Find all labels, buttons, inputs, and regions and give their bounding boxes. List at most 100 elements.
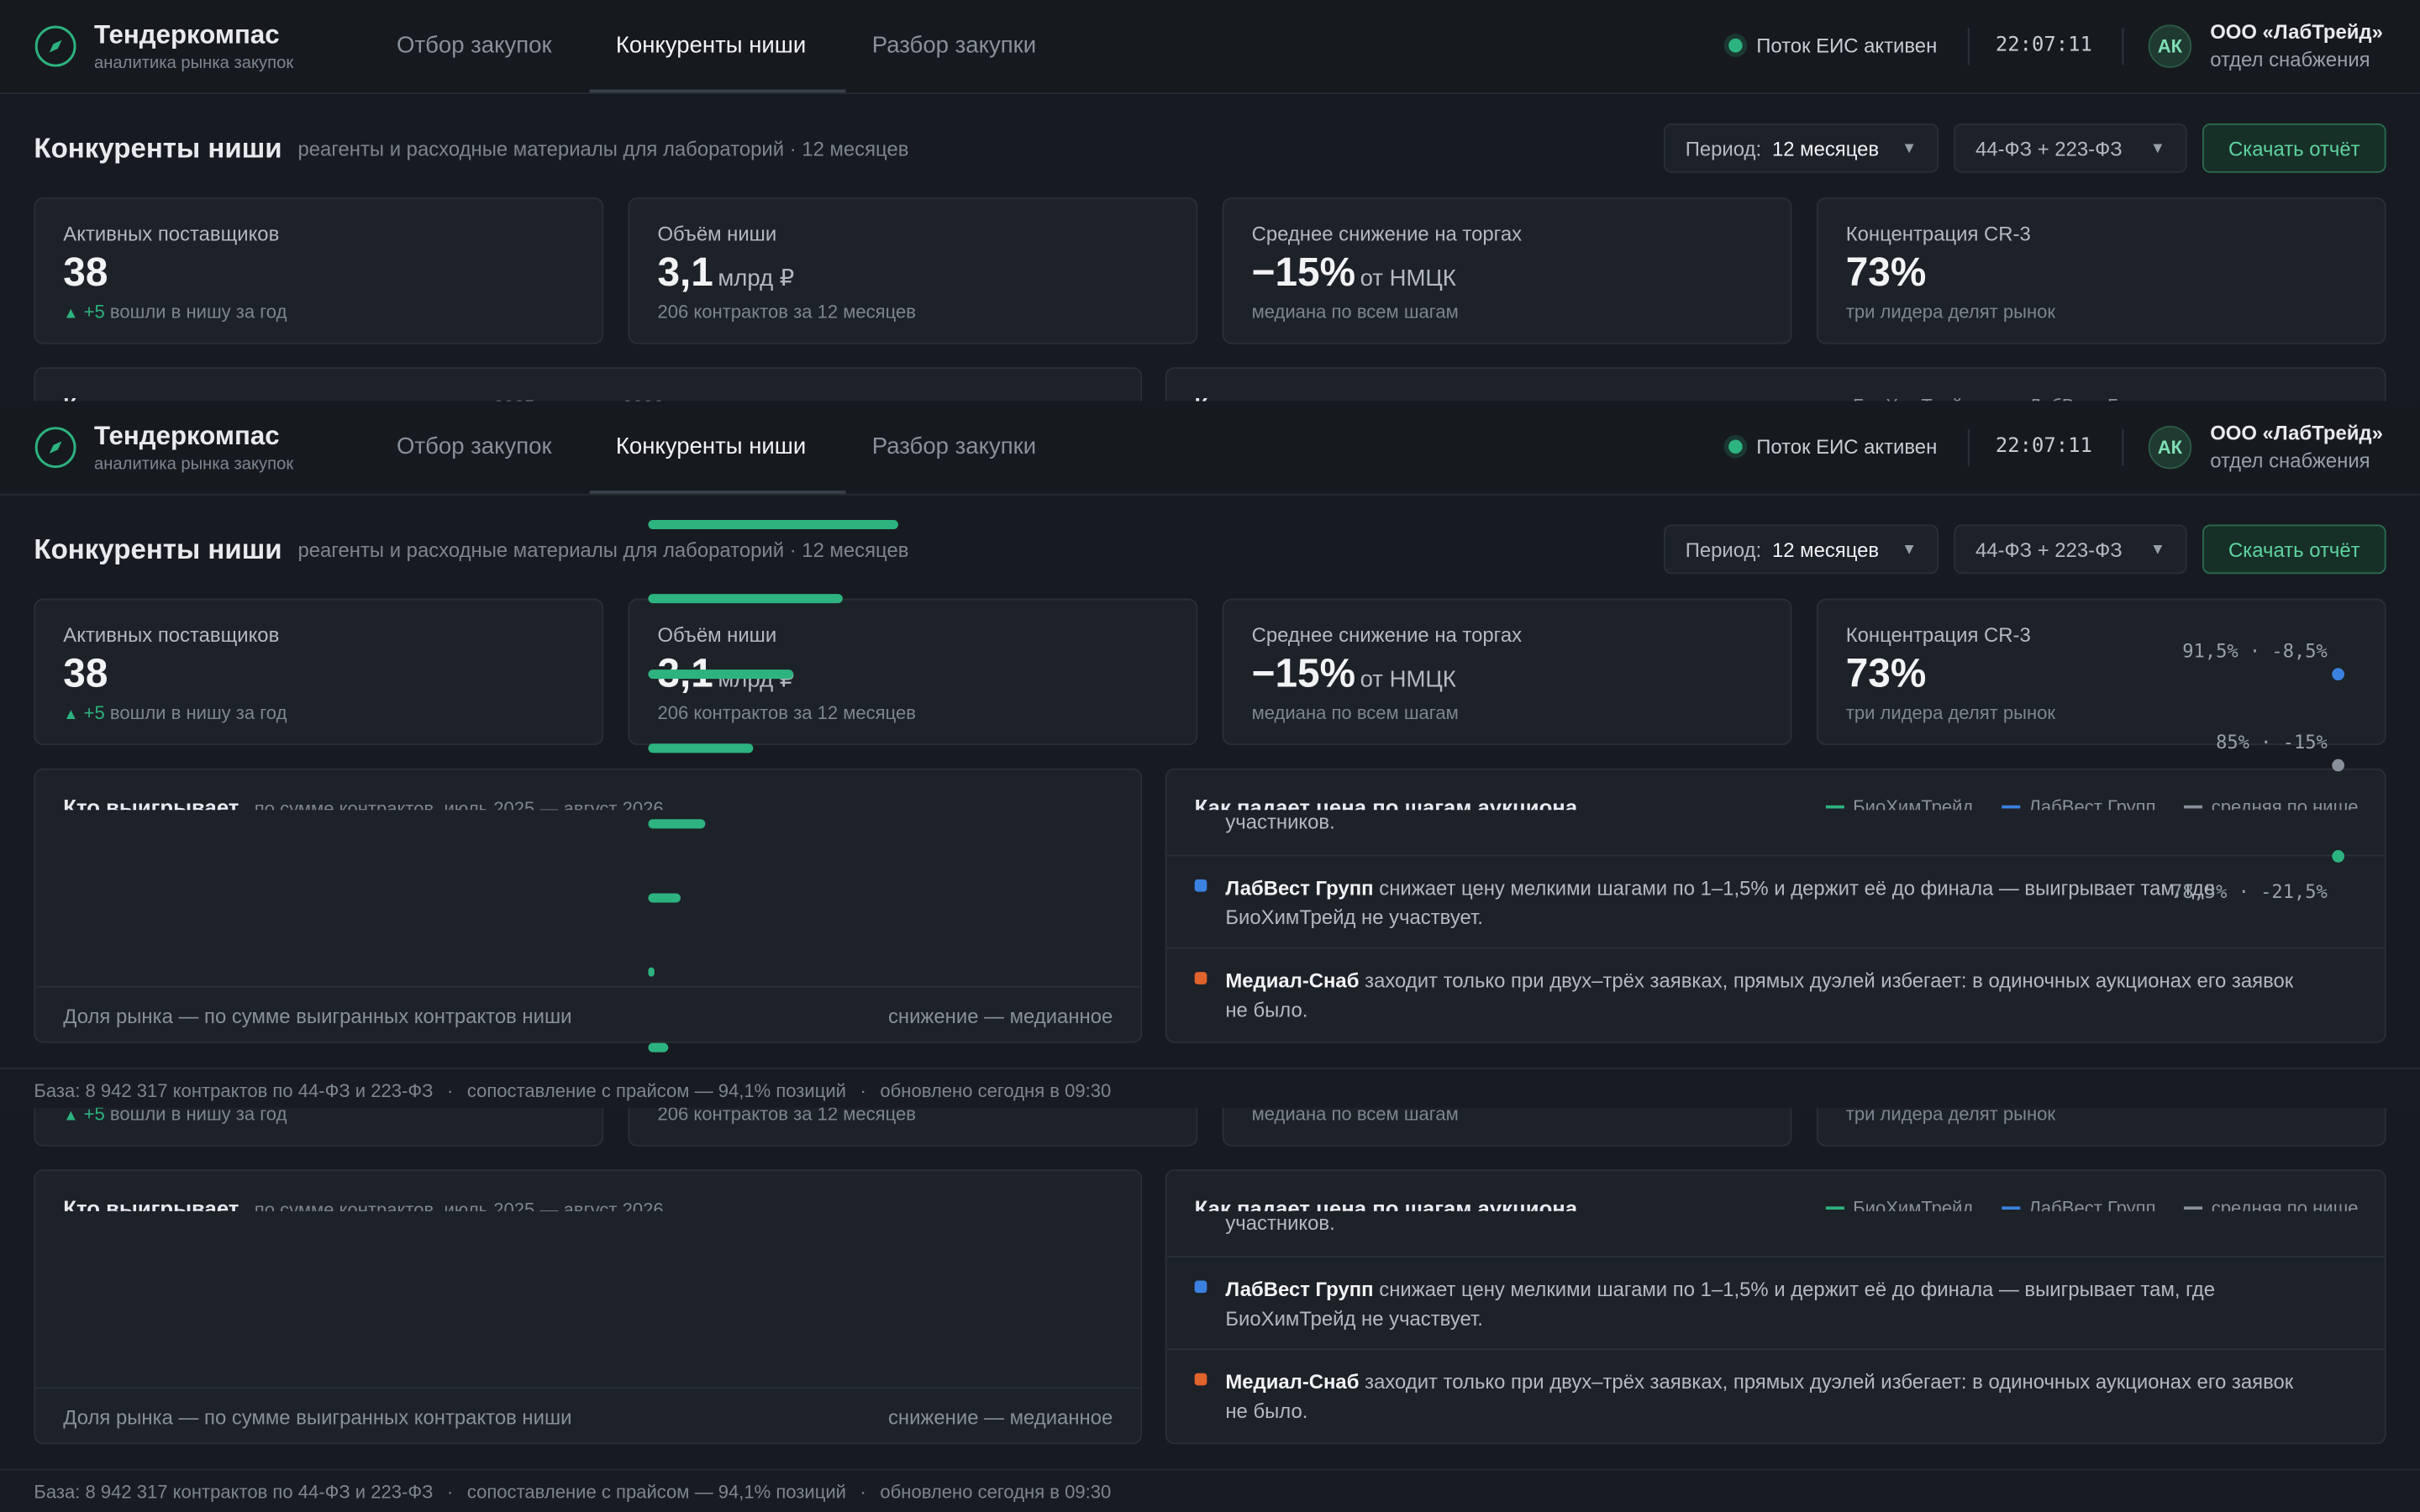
law-select[interactable]: 44-ФЗ + 223-ФЗ ▼ <box>1954 123 2187 173</box>
share-bar <box>648 818 705 828</box>
period-select[interactable]: Период: 12 месяцев ▼ <box>1663 524 1939 575</box>
caret: ▼ <box>1902 139 1918 157</box>
legend-item: ЛабВест Групп <box>2001 395 2155 401</box>
kpi-card: Среднее снижение на торгах−15%от НМЦКмед… <box>1222 1107 1792 1147</box>
kpi-sub-row: 206 контрактов за 12 месяцев <box>657 301 916 323</box>
kpi-label: Концентрация CR-3 <box>1845 623 2031 647</box>
kpi-sub: вошли в нишу за год <box>109 1107 287 1125</box>
org: ООО «ЛабТрейд» <box>2210 19 2383 44</box>
card-header-clip: Кто выигрывает по сумме контрактов, июль … <box>35 1171 1140 1211</box>
nav-item[interactable]: Отбор закупок <box>397 32 552 59</box>
kpi-value: −15% <box>1251 649 1356 696</box>
kpi-sub: 206 контрактов за 12 месяцев <box>657 701 916 724</box>
list-item: ЛабВест Групп снижает цену мелкими шагам… <box>1225 874 2306 932</box>
list-item: ЛабВест Групп снижает цену мелкими шагам… <box>1225 1274 2306 1333</box>
clock: 22:07:11 <box>1995 34 2092 57</box>
kpi-sub-row: ▲ +5 вошли в нишу за год <box>63 301 287 323</box>
legend-item: ЛабВест Групп <box>2001 1197 2156 1211</box>
footer-text: База: 8 942 317 контрактов по 44-ФЗ и 22… <box>34 1080 1111 1102</box>
kpi-unit: от НМЦК <box>1360 265 1456 292</box>
download-button[interactable]: Скачать отчёт <box>2202 524 2386 575</box>
nav-item[interactable]: Разбор закупки <box>871 32 1037 59</box>
footer-text: База: 8 942 317 контрактов по 44-ФЗ и 22… <box>34 1481 1111 1503</box>
kpi-sub-row: ▲ +5 вошли в нишу за год <box>63 1108 287 1125</box>
legend-item: средняя по нише <box>2183 796 2359 810</box>
law-filter: 44-ФЗ + 223-ФЗ <box>1975 136 2123 160</box>
footer-item: обновлено сегодня в 09:30 <box>880 1481 1112 1503</box>
logo <box>34 25 76 67</box>
kpi-sub-row: медиана по всем шагам <box>1252 301 1459 323</box>
legend-label: ЛабВест Групп <box>2028 795 2156 811</box>
list-name: ЛабВест Групп <box>1225 1277 1374 1301</box>
divider <box>2122 428 2124 466</box>
price-point <box>2332 668 2344 680</box>
caret: ▼ <box>1902 540 1918 558</box>
list-text: участников. <box>1225 810 1335 833</box>
list-name: ЛабВест Групп <box>1225 876 1374 900</box>
list-divider <box>1166 947 2385 949</box>
kpi-label: Среднее снижение на торгах <box>1251 623 1523 647</box>
separator: · <box>860 1079 866 1102</box>
nav-item[interactable]: Отбор закупок <box>397 433 552 460</box>
legend-label: средняя по нише <box>2211 1197 2359 1211</box>
list-marker <box>1194 879 1207 892</box>
page-title: Конкуренты ниши <box>34 132 282 164</box>
legend: БиоХимТрейд ЛабВест Групп средняя по нише <box>1825 1197 2359 1211</box>
nav-item[interactable]: Конкуренты ниши <box>615 32 807 59</box>
share-bar <box>648 594 842 604</box>
kpi-label: Активных поставщиков <box>63 222 280 246</box>
list-marker <box>1194 1373 1207 1386</box>
kpi-sub-row: ▲ +5 вошли в нишу за год <box>63 702 287 724</box>
footer-item: сопоставление с прайсом — 94,1% позиций <box>466 1481 846 1503</box>
card-title: Кто выигрывает <box>63 1195 239 1211</box>
kpi-sub: медиана по всем шагам <box>1251 1107 1459 1125</box>
nav-item[interactable]: Конкуренты ниши <box>615 433 807 460</box>
nav-item[interactable]: Разбор закупки <box>871 433 1037 460</box>
kpi-sub: три лидера делят рынок <box>1845 701 2056 724</box>
status: Поток ЕИС активен <box>1756 34 1938 57</box>
kpi-sub: 206 контрактов за 12 месяцев <box>657 301 916 323</box>
kpi-sub-row: 206 контрактов за 12 месяцев <box>657 702 916 724</box>
kpi-label: Активных поставщиков <box>63 623 280 647</box>
download-button[interactable]: Скачать отчёт <box>2202 123 2386 173</box>
kpi-sub: медиана по всем шагам <box>1251 301 1459 323</box>
legend-item: БиоХимТрейд <box>1825 796 1973 810</box>
kpi-value-row: 38 <box>63 249 108 297</box>
legend: БиоХимТрейд ЛабВест Групп средняя по нише <box>1825 795 2359 811</box>
brand: Тендеркомпас <box>94 421 280 451</box>
card-header-clip: Кто выигрывает по сумме контрактов, июль … <box>35 369 1140 402</box>
card-title: Как падает цена по шагам аукциона <box>1194 1195 1578 1211</box>
card-title: Как падает цена по шагам аукциона <box>1195 393 1578 401</box>
card-divider <box>35 1387 1141 1389</box>
kpi-delta: +5 <box>83 701 105 724</box>
legend-swatch <box>2183 1206 2202 1210</box>
brand-sub: аналитика рынка закупок <box>94 454 294 474</box>
avatar: АК <box>2148 24 2192 68</box>
law-select[interactable]: 44-ФЗ + 223-ФЗ ▼ <box>1954 524 2187 575</box>
list-text: заходит только при двух–трёх заявках, пр… <box>1225 969 2294 1021</box>
period-select[interactable]: Период: 12 месяцев ▼ <box>1663 123 1939 173</box>
card-subtitle: по сумме контрактов, июль 2025 — август … <box>255 396 664 402</box>
card-subtitle: по сумме контрактов, июль 2025 — август … <box>254 1199 664 1211</box>
header <box>0 401 2420 496</box>
kpi-sub: вошли в нишу за год <box>109 301 287 323</box>
list-text: снижает цену мелкими шагами по 1–1,5% и … <box>1225 1277 2215 1331</box>
kpi-sub-row: медиана по всем шагам <box>1252 1108 1459 1125</box>
list-divider <box>1166 854 2385 857</box>
divider <box>2122 28 2124 66</box>
kpi-sub-row: три лидера делят рынок <box>1846 301 2055 323</box>
org-sub: отдел снабжения <box>2210 47 2370 71</box>
render-layer: Тендеркомпас аналитика рынка закупок Отбор… <box>0 401 2420 1108</box>
point-label: 78,5% · -21,5% <box>2170 881 2328 904</box>
org-sub: отдел снабжения <box>2210 449 2370 473</box>
period-value: 12 месяцев <box>1771 136 1880 160</box>
